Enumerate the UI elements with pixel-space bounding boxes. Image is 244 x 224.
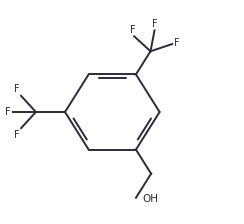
Text: OH: OH bbox=[142, 194, 158, 204]
Text: F: F bbox=[152, 19, 158, 29]
Text: F: F bbox=[174, 39, 180, 48]
Text: F: F bbox=[14, 84, 20, 95]
Text: F: F bbox=[5, 107, 11, 117]
Text: F: F bbox=[130, 25, 136, 35]
Text: F: F bbox=[14, 129, 20, 140]
